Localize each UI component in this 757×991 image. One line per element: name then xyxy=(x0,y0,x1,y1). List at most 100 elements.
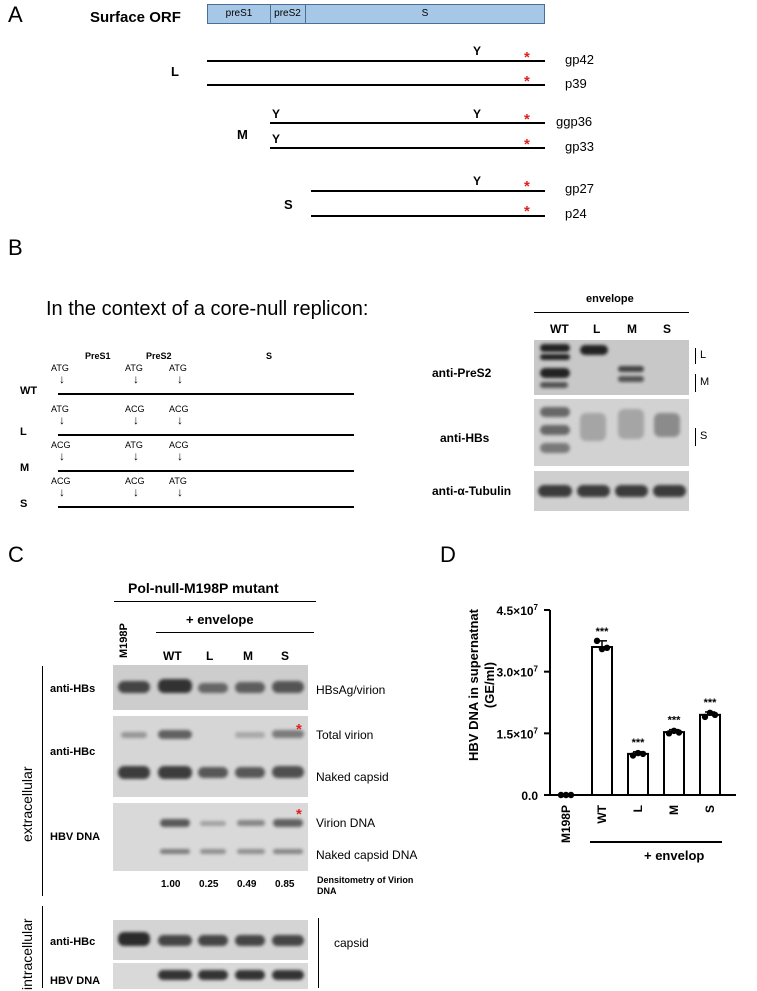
panel-d-letter: D xyxy=(440,542,456,567)
c-star: * xyxy=(296,721,302,738)
codon-label: ACG xyxy=(169,440,189,450)
category-label: M198P xyxy=(559,805,573,843)
label-naked-capsid: Naked capsid xyxy=(316,770,389,784)
blot-band xyxy=(118,932,150,946)
blot-band xyxy=(653,485,686,497)
protein-line xyxy=(270,147,545,149)
row-c-anti-hbs: anti-HBs xyxy=(50,683,96,695)
group-label-m: M xyxy=(237,127,248,142)
blot-band xyxy=(198,683,228,693)
blot-band xyxy=(580,413,606,441)
data-point xyxy=(562,791,570,799)
blot-band xyxy=(160,819,190,827)
blot-band xyxy=(272,970,304,980)
d-group-label: + envelop xyxy=(644,848,705,863)
codon-label: ATG xyxy=(51,404,69,414)
construct-name: S xyxy=(20,498,28,510)
category-label: S xyxy=(703,805,717,813)
glycosylation-symbol: Y xyxy=(272,107,281,121)
protein-line xyxy=(207,60,545,62)
mark-l: L xyxy=(700,349,707,361)
data-point xyxy=(603,644,611,652)
dens-l: 0.25 xyxy=(199,879,219,890)
y-tick-label: 3.0×107 xyxy=(497,665,539,680)
mark-bar xyxy=(695,428,696,446)
y-tick-label: 0.0 xyxy=(521,789,538,803)
product-gp42: gp42 xyxy=(565,52,594,67)
protein-line xyxy=(207,84,545,86)
data-point xyxy=(711,711,719,719)
significance-label: *** xyxy=(596,626,610,638)
blot-band xyxy=(272,935,304,946)
blot-band xyxy=(118,681,150,693)
envelope-label: envelope xyxy=(586,293,634,305)
lane-b-l: L xyxy=(593,322,601,336)
codon-label: ATG xyxy=(169,363,187,373)
label-virion-dna: Virion DNA xyxy=(316,816,376,830)
blot-band xyxy=(198,935,228,946)
data-point xyxy=(675,729,683,736)
arrow-down-icon: ↓ xyxy=(59,413,65,427)
blot-band xyxy=(540,368,570,378)
arrow-down-icon: ↓ xyxy=(59,485,65,499)
stop-star: * xyxy=(524,178,530,195)
blot-band xyxy=(237,849,265,854)
envelope-bracket xyxy=(534,312,689,313)
label-naked-capsid-dna: Naked capsid DNA xyxy=(316,848,418,862)
protein-line xyxy=(270,122,545,124)
blot-band xyxy=(272,766,304,778)
data-point xyxy=(670,727,678,735)
product-gp27: gp27 xyxy=(565,181,594,196)
blot-band xyxy=(198,970,228,980)
blot-band xyxy=(237,820,265,826)
blot-band xyxy=(540,382,568,388)
mark-bar xyxy=(695,348,696,364)
product-p39: p39 xyxy=(565,76,587,91)
envelope-underline xyxy=(156,632,314,633)
blot-band xyxy=(540,354,570,360)
blot-band xyxy=(235,732,265,738)
arrow-down-icon: ↓ xyxy=(133,485,139,499)
lane-c-m: M xyxy=(243,649,253,663)
lane-b-s: S xyxy=(663,322,672,336)
blot-anti-pres2 xyxy=(534,340,689,395)
blot-band xyxy=(198,767,228,778)
stop-star: * xyxy=(524,111,530,128)
dens-m: 0.49 xyxy=(237,879,257,890)
row-anti-pres2: anti-PreS2 xyxy=(432,366,492,380)
group-label-l: L xyxy=(171,64,179,79)
data-point xyxy=(629,752,637,759)
lane-c-l: L xyxy=(206,649,214,663)
codon-label: ATG xyxy=(125,440,143,450)
data-point xyxy=(701,713,709,721)
blot-band xyxy=(235,767,265,778)
data-point xyxy=(557,791,565,799)
blot-band xyxy=(272,681,304,693)
section-bar xyxy=(42,906,43,988)
codon-label: ACG xyxy=(125,476,145,486)
blot-band xyxy=(615,485,648,497)
codon-label: ACG xyxy=(125,404,145,414)
label-total-virion: Total virion xyxy=(316,728,374,742)
bar xyxy=(591,646,613,796)
data-point xyxy=(598,645,606,653)
blot-band xyxy=(158,730,192,739)
blot-band xyxy=(540,344,570,352)
arrow-down-icon: ↓ xyxy=(133,449,139,463)
capsid-bar xyxy=(318,918,319,988)
label-capsid: capsid xyxy=(334,936,369,950)
blot-band xyxy=(235,970,265,980)
row-c-anti-hbc: anti-HBc xyxy=(50,746,96,758)
panel-c-letter: C xyxy=(8,542,24,567)
title-underline xyxy=(114,601,316,602)
lane-c-s: S xyxy=(281,649,290,663)
blot-band xyxy=(200,849,226,854)
mark-m: M xyxy=(700,376,710,388)
blot-band xyxy=(580,345,608,355)
y-tick-label: 1.5×107 xyxy=(497,726,539,741)
data-point xyxy=(593,637,601,645)
dens-s: 0.85 xyxy=(275,879,295,890)
significance-label: *** xyxy=(632,737,646,749)
stop-star: * xyxy=(524,203,530,220)
product-p24: p24 xyxy=(565,206,587,221)
